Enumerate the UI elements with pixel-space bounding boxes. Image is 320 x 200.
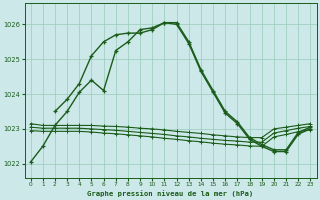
X-axis label: Graphe pression niveau de la mer (hPa): Graphe pression niveau de la mer (hPa)	[87, 190, 254, 197]
